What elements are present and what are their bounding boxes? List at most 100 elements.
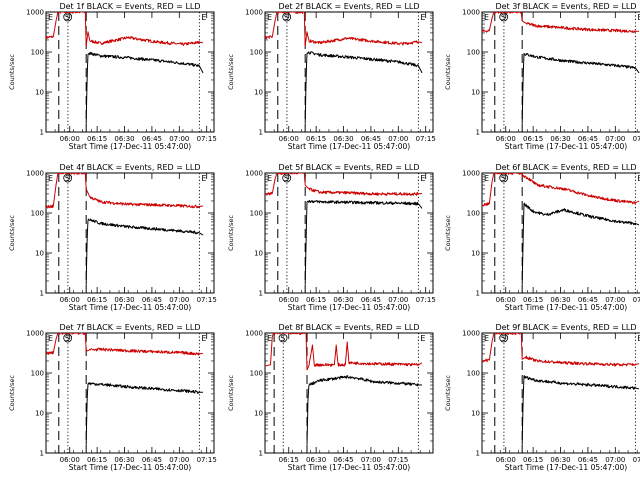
y-tick-label: 1000 bbox=[26, 170, 44, 178]
marker-s-circle bbox=[63, 333, 73, 343]
y-tick-label: 10 bbox=[471, 410, 480, 418]
events-series-line bbox=[306, 375, 423, 445]
y-tick-label: 1 bbox=[476, 290, 480, 298]
x-tick-label: 06:30 bbox=[550, 135, 570, 143]
y-axis-label: Counts/sec bbox=[444, 375, 452, 411]
events-series-line bbox=[521, 52, 640, 124]
plot-frame bbox=[481, 332, 640, 454]
events-series-line bbox=[521, 202, 640, 285]
x-tick-label: 07:15 bbox=[197, 296, 217, 304]
y-tick-label: 10 bbox=[471, 89, 480, 97]
lld-series-line bbox=[482, 12, 640, 33]
marker-e-label: E bbox=[484, 174, 489, 183]
plot-frame bbox=[264, 172, 434, 294]
events-series-line bbox=[85, 218, 204, 285]
x-axis-label: Start Time (17-Dec-11 05:47:00) bbox=[69, 463, 191, 472]
chart-title: Det 6f BLACK = Events, RED = LLD bbox=[495, 163, 636, 172]
marker-e-label: E bbox=[201, 13, 206, 22]
marker-s-label: S bbox=[65, 174, 70, 183]
marker-s-circle bbox=[63, 12, 73, 22]
y-tick-label: 1 bbox=[259, 450, 263, 458]
marker-e-label: E bbox=[637, 174, 640, 183]
panel-8: Det 8f BLACK = Events, RED = LLD 1 10 100 10… bbox=[227, 323, 434, 472]
x-tick-label: 06:00 bbox=[496, 296, 516, 304]
y-tick-label: 1 bbox=[40, 290, 44, 298]
x-axis-label: Start Time (17-Dec-11 05:47:00) bbox=[505, 463, 627, 472]
y-tick-label: 100 bbox=[467, 49, 480, 57]
x-tick-label: 06:15 bbox=[306, 135, 326, 143]
x-tick-label: 06:45 bbox=[578, 135, 598, 143]
panel-4: Det 4f BLACK = Events, RED = LLD 1 10 100 10… bbox=[8, 163, 217, 312]
chart-title: Det 9f BLACK = Events, RED = LLD bbox=[495, 323, 636, 332]
x-tick-label: 07:15 bbox=[388, 456, 408, 464]
x-tick-label: 07:15 bbox=[197, 456, 217, 464]
marker-e-label: E bbox=[267, 13, 272, 22]
y-axis-label: Counts/sec bbox=[8, 215, 16, 251]
y-tick-label: 1 bbox=[40, 450, 44, 458]
x-tick-label: 06:00 bbox=[496, 456, 516, 464]
plot-frame bbox=[481, 11, 640, 133]
y-tick-label: 1 bbox=[259, 129, 263, 137]
x-tick-label: 07:00 bbox=[605, 456, 625, 464]
marker-s-label: S bbox=[65, 334, 70, 343]
plot-frame bbox=[45, 11, 215, 133]
x-tick-label: 06:00 bbox=[60, 456, 80, 464]
y-tick-label: 1000 bbox=[26, 330, 44, 338]
marker-s-circle bbox=[282, 12, 292, 22]
marker-s-label: S bbox=[501, 13, 506, 22]
y-tick-label: 100 bbox=[250, 210, 263, 218]
x-tick-label: 06:15 bbox=[87, 135, 107, 143]
marker-e-label: E bbox=[48, 334, 53, 343]
x-tick-label: 06:00 bbox=[279, 135, 299, 143]
x-tick-label: 06:15 bbox=[279, 456, 299, 464]
lld-series-line bbox=[482, 333, 640, 367]
lld-series-line bbox=[265, 333, 423, 371]
plot-frame bbox=[264, 332, 434, 454]
x-tick-label: 06:15 bbox=[523, 296, 543, 304]
x-axis-label: Start Time (17-Dec-11 05:47:00) bbox=[288, 463, 410, 472]
y-tick-label: 10 bbox=[35, 410, 44, 418]
x-tick-label: 06:30 bbox=[114, 135, 134, 143]
lld-series-line bbox=[46, 333, 204, 356]
x-tick-label: 06:00 bbox=[279, 296, 299, 304]
y-tick-label: 10 bbox=[254, 410, 263, 418]
marker-s-label: S bbox=[501, 334, 506, 343]
x-tick-label: 07:00 bbox=[169, 135, 189, 143]
panel-3: Det 3f BLACK = Events, RED = LLD 1 10 100 10… bbox=[444, 2, 640, 151]
marker-e-label: E bbox=[484, 334, 489, 343]
plot-area bbox=[46, 173, 204, 285]
y-axis-label: Counts/sec bbox=[227, 375, 235, 411]
marker-s-circle bbox=[278, 333, 288, 343]
chart-title: Det 2f BLACK = Events, RED = LLD bbox=[278, 2, 419, 11]
marker-s-label: S bbox=[501, 174, 506, 183]
marker-s-circle bbox=[499, 333, 509, 343]
marker-e-label: E bbox=[201, 174, 206, 183]
marker-s-circle bbox=[63, 173, 73, 183]
x-tick-label: 06:15 bbox=[523, 456, 543, 464]
x-tick-label: 06:45 bbox=[333, 456, 353, 464]
x-tick-label: 06:30 bbox=[306, 456, 326, 464]
plot-area bbox=[482, 12, 640, 124]
y-axis-label: Counts/sec bbox=[227, 215, 235, 251]
plot-area bbox=[265, 12, 423, 124]
plot-frame bbox=[481, 172, 640, 294]
chart-title: Det 5f BLACK = Events, RED = LLD bbox=[278, 163, 419, 172]
events-series-line bbox=[85, 51, 204, 124]
x-tick-label: 07:00 bbox=[169, 456, 189, 464]
y-tick-label: 100 bbox=[467, 210, 480, 218]
y-tick-label: 100 bbox=[250, 370, 263, 378]
x-tick-label: 06:45 bbox=[142, 456, 162, 464]
chart-title: Det 1f BLACK = Events, RED = LLD bbox=[59, 2, 200, 11]
x-tick-label: 06:00 bbox=[60, 296, 80, 304]
lld-series-line bbox=[46, 12, 204, 47]
x-tick-label: 06:30 bbox=[550, 456, 570, 464]
x-tick-label: 06:45 bbox=[142, 296, 162, 304]
events-series-line bbox=[521, 375, 640, 445]
x-tick-label: 06:15 bbox=[87, 456, 107, 464]
lld-series-line bbox=[46, 173, 204, 209]
y-tick-label: 1000 bbox=[462, 170, 480, 178]
marker-e-label: E bbox=[420, 334, 425, 343]
lld-series-line bbox=[265, 173, 423, 196]
chart-title: Det 3f BLACK = Events, RED = LLD bbox=[495, 2, 636, 11]
plot-area bbox=[46, 333, 204, 445]
